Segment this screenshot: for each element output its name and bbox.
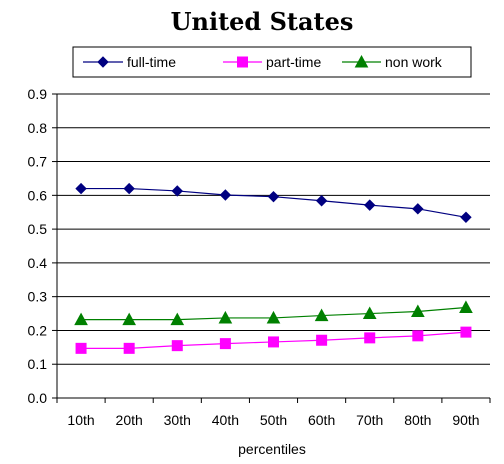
data-point [171,340,183,352]
data-point [74,312,88,326]
x-tick-label: 90th [452,412,479,428]
x-tick-label: 50th [260,412,287,428]
legend-label: part-time [266,54,321,70]
data-point [75,182,87,195]
data-point [267,190,280,203]
data-point [315,195,328,207]
legend-box [72,46,472,78]
data-point [170,312,185,326]
data-point [123,342,135,354]
data-point [122,312,137,326]
data-point [171,185,183,197]
data-point [364,199,376,211]
data-point [364,332,376,344]
x-tick-label: 20th [116,412,143,428]
data-point [219,338,231,350]
x-tick-labels: 10th 20th 30th 40th 50th 60th 70th 80th 90th [67,412,479,428]
data-point [237,56,248,68]
x-tick-label: 70th [356,412,383,428]
y-tick-label: 0.2 [28,322,48,338]
y-tick-label: 0.1 [28,356,48,372]
legend: full-time part-time non work [72,46,472,78]
legend-label: non work [385,54,443,70]
data-point [354,54,369,68]
data-point [97,56,109,68]
x-axis-label: percentiles [238,441,306,457]
data-point [266,310,281,324]
x-tick-label: 10th [67,412,94,428]
data-point [123,182,135,195]
data-point [219,189,232,201]
series-non-work [74,300,473,326]
axes [52,93,491,403]
data-point [410,304,425,318]
data-point [75,342,87,354]
data-point [460,211,472,223]
y-tick-label: 0.4 [28,255,48,271]
y-tick-label: 0.0 [28,390,48,406]
series-group [74,182,473,354]
data-point [412,330,424,342]
gridlines [57,93,490,365]
legend-item: part-time [223,54,321,70]
x-tick-label: 60th [308,412,335,428]
x-tick-label: 40th [212,412,239,428]
x-tick-label: 30th [164,412,191,428]
y-tick-label: 0.3 [28,289,48,305]
data-point [316,334,328,346]
data-point [459,300,473,313]
y-tick-labels: 0.0 0.1 0.2 0.3 0.4 0.5 0.6 0.7 0.8 0.9 [28,86,48,406]
legend-label: full-time [127,54,176,70]
legend-item: non work [342,54,443,70]
chart-title: United States [171,7,354,36]
data-point [218,310,233,324]
y-tick-label: 0.9 [28,86,48,102]
data-point [412,203,424,215]
data-point [268,336,279,348]
legend-item: full-time [83,54,176,70]
data-point [362,306,377,320]
series-full-time [75,182,472,223]
x-tick-label: 80th [404,412,431,428]
y-tick-label: 0.5 [28,221,48,237]
y-tick-label: 0.6 [28,187,48,203]
series-part-time [75,326,472,354]
y-tick-label: 0.7 [28,154,48,170]
data-point [314,308,329,322]
y-tick-label: 0.8 [28,120,48,136]
data-point [460,326,472,338]
